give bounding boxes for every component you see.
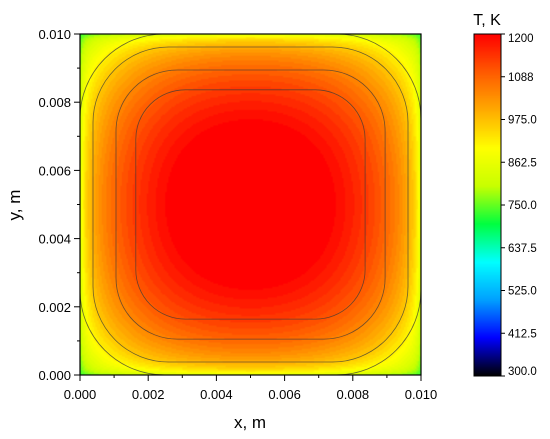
contour-line [135, 89, 366, 320]
y-tick-label: 0.010 [38, 27, 71, 42]
x-axis-label: x, m [234, 413, 266, 432]
y-tick-label: 0.000 [38, 368, 71, 383]
colorbar-ticks: 1200 1088 975.0 862.5 750.0 637.5 525.0 412.5 30… [501, 33, 537, 378]
temperature-field [80, 34, 421, 375]
y-axis: 0.000 0.002 0.004 0.006 0.008 0.010 [38, 27, 80, 383]
colorbar-title: T, K [473, 12, 501, 29]
y-axis-label: y, m [5, 190, 24, 221]
y-tick-label: 0.008 [38, 95, 71, 110]
x-tick-label: 0.008 [337, 387, 370, 402]
y-tick-label: 0.002 [38, 300, 71, 315]
colorbar-tick-label: 1088 [508, 72, 534, 84]
colorbar-gradient [474, 34, 501, 376]
colorbar-tick-label: 1200 [508, 33, 534, 45]
colorbar-tick-label: 525.0 [508, 286, 537, 298]
x-tick-label: 0.004 [200, 387, 233, 402]
x-tick-label: 0.006 [268, 387, 301, 402]
colorbar-tick-label: 862.5 [508, 157, 537, 169]
colorbar-tick-label: 300.0 [508, 366, 537, 378]
colorbar: T, K 1200 1088 975.0 862.5 750.0 637.5 525.0 41… [473, 12, 537, 378]
contour-line [92, 46, 409, 363]
x-tick-label: 0.002 [132, 387, 165, 402]
y-tick-label: 0.006 [38, 163, 71, 178]
contour-line [115, 69, 386, 340]
y-tick-label: 0.004 [38, 232, 71, 247]
colorbar-tick-label: 750.0 [508, 200, 537, 212]
x-tick-label: 0.010 [405, 387, 438, 402]
colorbar-tick-label: 975.0 [508, 115, 537, 127]
x-axis: 0.000 0.002 0.004 0.006 0.008 0.010 [64, 375, 438, 402]
x-tick-label: 0.000 [64, 387, 97, 402]
colorbar-tick-label: 637.5 [508, 243, 537, 255]
heatmap-plot [80, 34, 421, 375]
colorbar-tick-label: 412.5 [508, 328, 537, 340]
